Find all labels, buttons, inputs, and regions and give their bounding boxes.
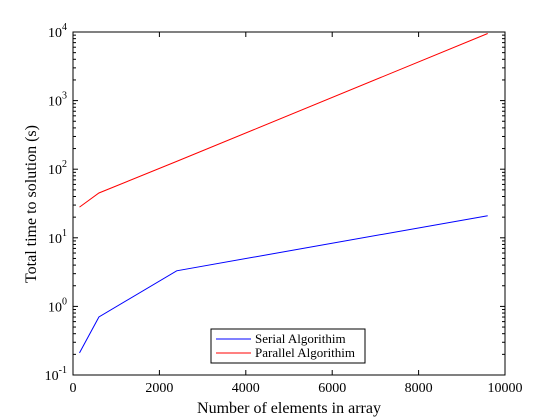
- y-tick-label: 10-1: [45, 365, 67, 384]
- y-tick-exponent: -1: [59, 365, 67, 376]
- series-line-0: [79, 215, 488, 354]
- y-tick-base: 10: [48, 300, 62, 315]
- y-tick-base: 10: [48, 95, 62, 110]
- x-tick-label: 2000: [145, 381, 173, 396]
- y-tick-base: 10: [48, 232, 62, 247]
- x-tick-label: 8000: [405, 381, 433, 396]
- y-tick-label: 101: [48, 228, 67, 247]
- legend-label-1: Parallel Algorithim: [255, 345, 355, 360]
- x-tick-label: 0: [70, 381, 77, 396]
- x-axis-ticks: 0 2000 4000 6000 8000 10000: [70, 32, 523, 396]
- y-tick-exponent: 4: [62, 22, 67, 33]
- legend-box: [210, 328, 366, 364]
- y-tick-base: 10: [45, 369, 59, 384]
- y-tick-label: 100: [48, 296, 67, 315]
- y-tick-exponent: 0: [62, 296, 67, 307]
- series-line-1: [79, 33, 488, 208]
- x-axis-label: Number of elements in array: [197, 400, 381, 417]
- plot-area: [72, 31, 506, 376]
- y-tick-label: 103: [48, 91, 67, 110]
- x-tick-label: 6000: [318, 381, 346, 396]
- series-layer: [79, 33, 488, 354]
- y-tick-label: 104: [48, 22, 67, 41]
- y-tick-base: 10: [48, 26, 62, 41]
- legend-label-0: Serial Algorithim: [255, 331, 346, 346]
- x-tick-label: 4000: [232, 381, 260, 396]
- y-tick-exponent: 2: [62, 159, 67, 170]
- x-tick-label: 10000: [488, 381, 523, 396]
- y-tick-exponent: 1: [62, 228, 67, 239]
- y-tick-base: 10: [48, 163, 62, 178]
- y-tick-exponent: 3: [62, 91, 67, 102]
- y-tick-label: 102: [48, 159, 67, 178]
- y-axis-label: Total time to solution (s): [23, 125, 40, 283]
